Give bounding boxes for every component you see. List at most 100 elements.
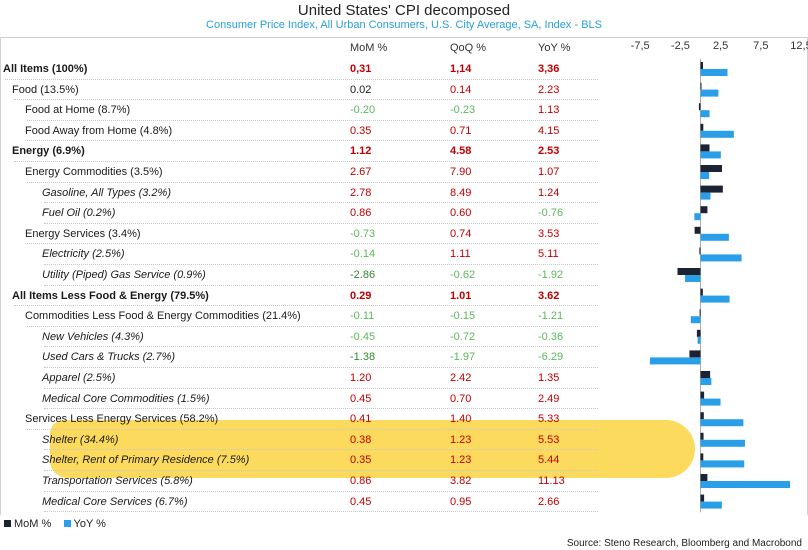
cell-qoq: 1.11 xyxy=(450,248,471,261)
table-row: Food at Home (8.7%) -0.20 -0.23 1.13 xyxy=(0,100,808,121)
x-tick-label: -7,5 xyxy=(631,40,650,52)
bar-mom xyxy=(700,474,708,481)
table-row: Transportation Services (5.8%) 0.86 3.82 11… xyxy=(0,471,808,492)
cell-mom: 0,31 xyxy=(350,63,372,75)
bar-mom xyxy=(700,288,703,296)
cell-yoy: 1.35 xyxy=(538,372,560,384)
table-row: Shelter, Rent of Primary Residence (7.5%… xyxy=(0,450,808,471)
bar-yoy xyxy=(685,275,701,282)
bar-yoy xyxy=(700,172,710,179)
legend-yoy-swatch xyxy=(63,520,71,527)
cell-qoq: 0.70 xyxy=(450,392,472,405)
row-label: All Items Less Food & Energy (79.5%) xyxy=(12,289,209,302)
bar-mom xyxy=(700,82,702,90)
table-row: Fuel Oil (0.2%) 0.86 0.60 -0.76 xyxy=(0,203,808,224)
bar-yoy xyxy=(697,336,701,344)
cell-yoy: 5.33 xyxy=(538,413,560,426)
row-label: Energy Commodities (3.5%) xyxy=(25,166,163,178)
cell-mom: 0.35 xyxy=(350,124,372,137)
row-label: Utility (Piped) Gas Service (0.9%) xyxy=(42,269,206,281)
cell-mom: 0.86 xyxy=(350,475,372,487)
row-separator xyxy=(44,449,598,451)
bar-mom xyxy=(700,494,705,502)
bar-mom xyxy=(700,206,708,214)
header-mom: MoM % xyxy=(350,42,388,54)
table-row: Commodities Less Food & Energy Commoditi… xyxy=(0,306,808,327)
table-row: Medical Core Commodities (1.5%) 0.45 0.70 2… xyxy=(0,389,808,410)
x-tick-label: 2,5 xyxy=(713,40,728,52)
row-label: Transportation Services (5.8%) xyxy=(42,475,193,487)
bar-mom xyxy=(700,432,704,440)
cell-qoq: 8.49 xyxy=(450,186,472,199)
row-label: Medical Core Commodities (1.5%) xyxy=(42,392,210,405)
cell-yoy: 2.49 xyxy=(538,392,560,405)
row-separator xyxy=(27,140,598,142)
cell-qoq: 0.71 xyxy=(450,124,472,137)
cell-mom: -0.73 xyxy=(350,227,376,240)
table-row: Used Cars & Trucks (2.7%) -1.38 -1.97 -6.29 xyxy=(0,347,808,368)
bar-yoy xyxy=(690,316,701,324)
cell-mom: -2.86 xyxy=(350,269,376,281)
row-separator xyxy=(14,160,598,162)
row-label: Commodities Less Food & Energy Commoditi… xyxy=(25,310,301,323)
bar-yoy xyxy=(700,398,721,406)
row-label: Gasoline, All Types (3.2%) xyxy=(42,186,171,199)
legend: MoM % YoY % xyxy=(4,518,106,530)
cell-qoq: 0.95 xyxy=(450,495,472,508)
bar-mom xyxy=(699,247,701,255)
x-tick-label: 7,5 xyxy=(753,40,768,52)
table-row: Electricity (2.5%) -0.14 1.11 5.11 xyxy=(0,244,808,265)
bar-mom xyxy=(698,103,701,111)
bar-yoy xyxy=(700,419,744,427)
table-row: New Vehicles (4.3%) -0.45 -0.72 -0.36 xyxy=(0,327,808,348)
row-label: All Items (100%) xyxy=(3,63,88,75)
bar-yoy xyxy=(700,460,745,468)
bar-yoy xyxy=(700,192,711,200)
bar-mom xyxy=(700,165,722,172)
cell-mom: -0.11 xyxy=(350,310,375,323)
cell-qoq: 0.60 xyxy=(450,207,472,220)
cpi-table: MoM % QoQ % YoY % All Items (100%) 0,31 1,… xyxy=(0,37,808,513)
row-label: New Vehicles (4.3%) xyxy=(42,330,144,343)
cell-mom: 0.86 xyxy=(350,207,372,220)
bar-yoy xyxy=(700,130,734,138)
cell-yoy: -6.29 xyxy=(538,351,564,364)
cell-mom: 1.12 xyxy=(350,145,372,158)
row-separator xyxy=(14,99,598,101)
cell-qoq: 3.82 xyxy=(450,475,472,487)
bar-yoy xyxy=(700,69,728,76)
table-row: Apparel (2.5%) 1.20 2.42 1.35 xyxy=(0,368,808,389)
cell-yoy: 3.53 xyxy=(538,227,560,240)
cell-yoy: 1.24 xyxy=(538,186,560,199)
row-label: Services Less Energy Services (58.2%) xyxy=(25,413,219,426)
row-label: Medical Core Services (6.7%) xyxy=(42,495,188,508)
row-separator xyxy=(27,325,598,327)
cell-mom: -0.45 xyxy=(350,330,376,343)
row-label: Food at Home (8.7%) xyxy=(25,104,131,117)
cell-yoy: 3.62 xyxy=(538,289,560,302)
cell-mom: 2.78 xyxy=(350,186,372,199)
row-label: Energy Services (3.4%) xyxy=(25,227,141,240)
cell-mom: 0.02 xyxy=(350,83,372,96)
cell-qoq: 1.01 xyxy=(450,289,472,302)
cell-qoq: 0.74 xyxy=(450,227,472,240)
legend-mom-swatch xyxy=(4,520,11,527)
bar-mom xyxy=(700,391,705,399)
cell-mom: -0.14 xyxy=(350,248,376,261)
row-label: Shelter, Rent of Primary Residence (7.5%… xyxy=(42,454,250,467)
bar-yoy xyxy=(700,481,790,488)
row-separator xyxy=(44,202,598,204)
row-label: Shelter (34.4%) xyxy=(42,433,119,446)
legend-yoy: YoY % xyxy=(63,518,106,530)
bar-yoy xyxy=(700,501,722,509)
cell-mom: -1.38 xyxy=(350,351,376,364)
cell-mom: -0.20 xyxy=(350,104,376,117)
row-separator xyxy=(27,181,598,183)
bar-yoy xyxy=(700,295,730,303)
cell-mom: 0.41 xyxy=(350,413,372,426)
cell-yoy: 5.44 xyxy=(538,454,560,467)
legend-mom: MoM % xyxy=(4,518,51,530)
row-separator xyxy=(27,428,598,430)
row-separator xyxy=(44,222,598,224)
cell-mom: 0.38 xyxy=(350,433,372,446)
